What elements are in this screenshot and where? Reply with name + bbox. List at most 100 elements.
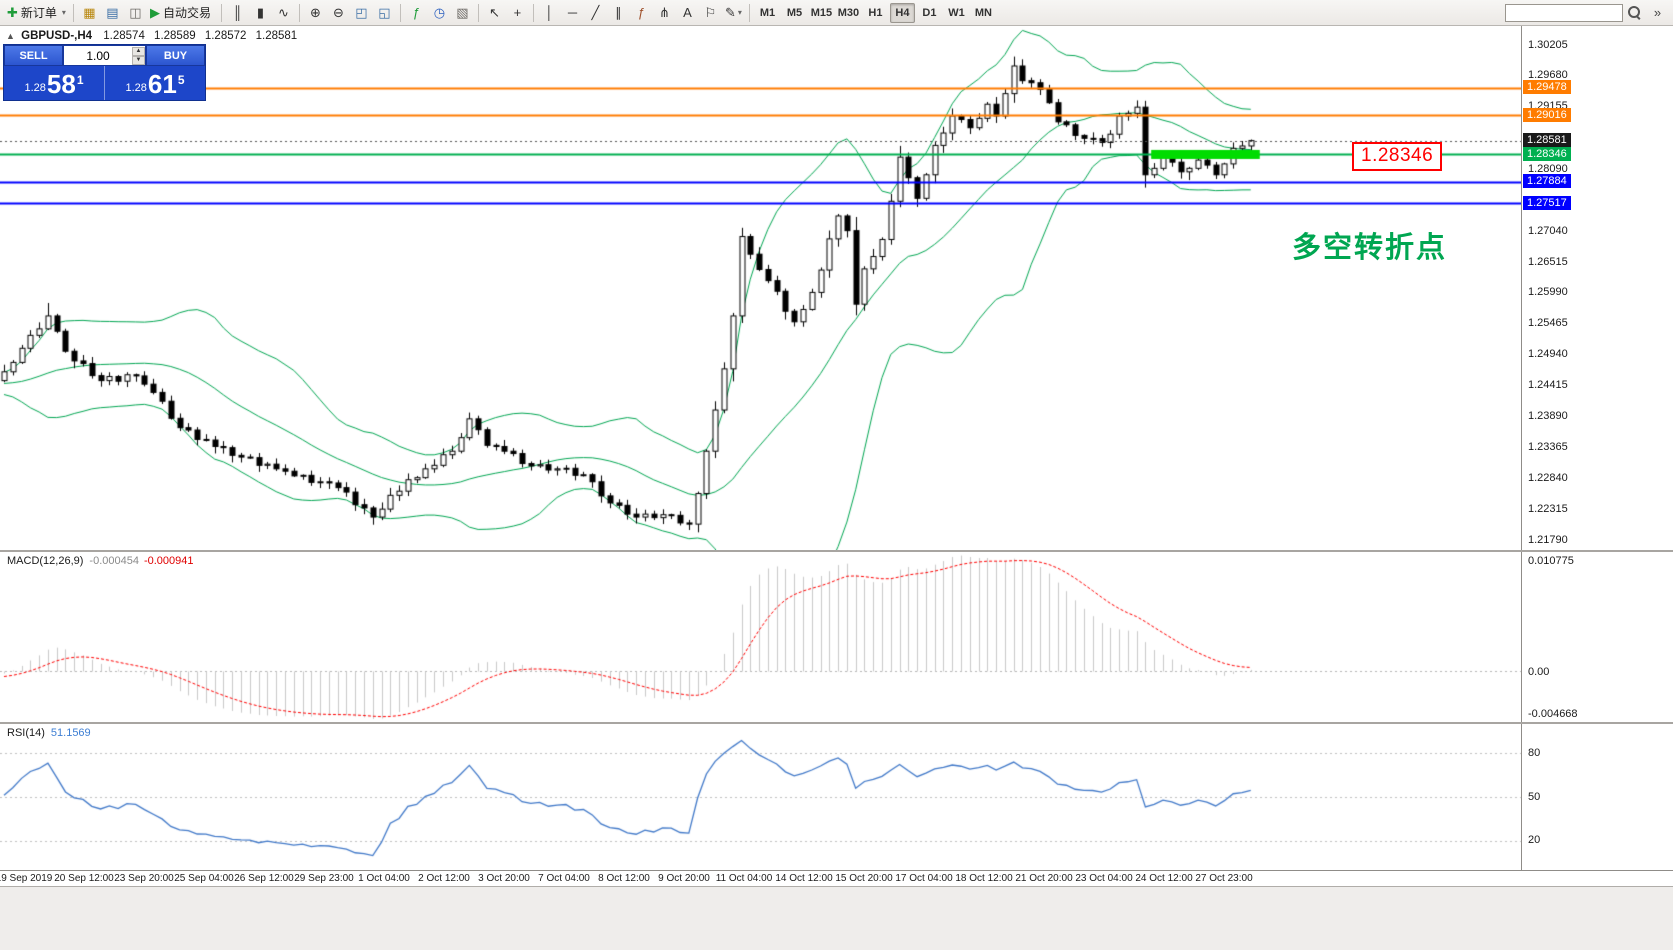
- zoom-in-button[interactable]: ⊕: [304, 2, 327, 24]
- rsi-label: RSI(14) 51.1569: [7, 727, 91, 739]
- text-icon: A: [683, 5, 692, 20]
- price-scale-label: 1.28090: [1528, 162, 1568, 175]
- cascade-windows-button[interactable]: ◱: [373, 2, 396, 24]
- tile-windows-button[interactable]: ◰: [350, 2, 373, 24]
- price-tag: 1.27517: [1523, 195, 1571, 210]
- timeframe-m30-button[interactable]: M30: [837, 6, 860, 19]
- buy-price[interactable]: 1.28 61 5: [105, 66, 205, 100]
- toolbar-separator: [220, 3, 222, 22]
- macd-scale-label: -0.004668: [1528, 708, 1578, 720]
- macd-label: MACD(12,26,9) -0.000454 -0.000941: [7, 555, 194, 567]
- autotrading-button[interactable]: ▶ 自动交易: [147, 2, 217, 24]
- timeframe-d1-button[interactable]: D1: [922, 6, 937, 19]
- ohlc-close: 1.28581: [255, 30, 298, 42]
- zoom-out-button[interactable]: ⊖: [327, 2, 350, 24]
- equidistant-channel-icon: ∥: [615, 5, 622, 20]
- market-watch-icon: ▦: [83, 5, 96, 20]
- crosshair-button[interactable]: +: [506, 2, 529, 24]
- time-label: 3 Oct 20:00: [478, 873, 530, 884]
- line-chart-button[interactable]: ∿: [272, 2, 295, 24]
- volume-down-button[interactable]: ▼: [132, 55, 145, 65]
- timeframe-m1-button[interactable]: M1: [759, 6, 776, 19]
- navigator-button[interactable]: ◫: [124, 2, 147, 24]
- time-label: 2 Oct 12:00: [418, 873, 470, 884]
- timeframe-w1-button[interactable]: W1: [948, 6, 965, 19]
- timeframe-m5-button[interactable]: M5: [786, 6, 803, 19]
- zoom-in-icon: ⊕: [310, 5, 321, 20]
- symbol-ohlc-line: ▲ GBPUSD-,H4 1.28574 1.28589 1.28572 1.2…: [6, 30, 303, 42]
- price-scale-label: 1.27040: [1528, 224, 1568, 237]
- rsi-canvas[interactable]: [0, 724, 1521, 870]
- vertical-line-button[interactable]: │: [538, 2, 561, 24]
- sell-price-pip: 1: [76, 73, 84, 87]
- horizontal-line-icon: ─: [567, 5, 578, 20]
- price-scale-label: 1.22315: [1528, 502, 1568, 515]
- indicators-icon: ƒ: [412, 5, 421, 20]
- search-icon: [1628, 6, 1641, 19]
- timeframe-mn-button[interactable]: MN: [974, 6, 992, 19]
- andrews-pitchfork-icon: ⋔: [659, 5, 670, 20]
- rsi-scale-label: 20: [1528, 834, 1541, 847]
- equidistant-channel-button[interactable]: ∥: [607, 2, 630, 24]
- data-window-icon: ▤: [106, 5, 119, 20]
- time-label: 26 Sep 12:00: [234, 873, 294, 884]
- price-scale-label: 1.23890: [1528, 410, 1568, 422]
- shapes-icon: ✎: [724, 5, 736, 20]
- rsi-panel: RSI(14) 51.1569: [0, 724, 1521, 870]
- timeframe-h1-button[interactable]: H1: [868, 6, 883, 19]
- cascade-windows-icon: ◱: [378, 5, 391, 20]
- fibonacci-icon: ƒ: [637, 5, 646, 20]
- price-alert-label: 1.28346: [1352, 142, 1443, 171]
- price-scale-label: 1.25465: [1528, 317, 1568, 330]
- time-axis[interactable]: 19 Sep 2019 20 Sep 12:00 23 Sep 20:00 25 Se…: [0, 870, 1673, 886]
- market-watch-button[interactable]: ▦: [78, 2, 101, 24]
- andrews-pitchfork-button[interactable]: ⋔: [653, 2, 676, 24]
- price-scale-label: 1.29680: [1528, 69, 1568, 82]
- panel-separator[interactable]: [0, 550, 1673, 552]
- new-order-icon: ✚: [7, 5, 18, 20]
- trendline-button[interactable]: ╱: [584, 2, 607, 24]
- search-button[interactable]: [1623, 2, 1646, 24]
- templates-icon: ▧: [456, 5, 469, 20]
- data-window-button[interactable]: ▤: [101, 2, 124, 24]
- horizontal-line-button[interactable]: ─: [561, 2, 584, 24]
- periods-button[interactable]: ◷: [428, 2, 451, 24]
- candlestick-chart-button[interactable]: ▮: [249, 2, 272, 24]
- symbol-arrow-icon: ▲: [6, 31, 15, 41]
- text-button[interactable]: A: [676, 2, 699, 24]
- volume-up-button[interactable]: ▲: [132, 46, 145, 56]
- indicators-button[interactable]: ƒ: [405, 2, 428, 24]
- toolbar-separator: [748, 3, 750, 22]
- timeframe-m15-button[interactable]: M15: [810, 6, 833, 19]
- volume-input[interactable]: [64, 48, 132, 63]
- one-click-trading-widget: SELL ▲ ▼ BUY 1.28 58 1: [3, 44, 206, 101]
- toolbar-separator: [532, 3, 534, 22]
- price-tag: 1.29016: [1523, 107, 1571, 122]
- templates-button[interactable]: ▧: [451, 2, 474, 24]
- cursor-button[interactable]: ↖: [483, 2, 506, 24]
- toolbar-right: »: [1505, 2, 1669, 24]
- sell-button[interactable]: SELL: [4, 45, 63, 66]
- timeframe-group: M1 M5 M15 M30 H1 H4 D1 W1 MN: [754, 2, 997, 23]
- fibonacci-button[interactable]: ƒ: [630, 2, 653, 24]
- time-label: 14 Oct 12:00: [775, 873, 833, 884]
- buy-button[interactable]: BUY: [146, 45, 205, 66]
- timeframe-h4-button[interactable]: H4: [889, 2, 915, 23]
- shapes-button[interactable]: ✎ ▾: [722, 2, 745, 24]
- main-chart-canvas[interactable]: [0, 26, 1521, 550]
- new-order-button[interactable]: ✚ 新订单 ▾: [4, 2, 69, 24]
- status-bar: [0, 886, 1673, 950]
- bar-chart-button[interactable]: ║: [226, 2, 249, 24]
- time-label: 20 Sep 12:00: [54, 873, 114, 884]
- buy-price-pip: 5: [177, 73, 185, 87]
- macd-canvas[interactable]: [0, 552, 1521, 722]
- search-input[interactable]: [1505, 3, 1623, 22]
- sell-price[interactable]: 1.28 58 1: [4, 66, 104, 100]
- toolbar-overflow-button[interactable]: »: [1653, 5, 1662, 20]
- price-scale[interactable]: 1.30205 1.29680 1.29155 1.28090 1.27040 1.265…: [1521, 26, 1673, 886]
- panel-separator[interactable]: [0, 722, 1673, 724]
- text-label-button[interactable]: ⚐: [699, 2, 722, 24]
- cursor-icon: ↖: [489, 5, 500, 20]
- macd-value-main: -0.000454: [89, 555, 139, 567]
- crosshair-icon: +: [513, 5, 522, 20]
